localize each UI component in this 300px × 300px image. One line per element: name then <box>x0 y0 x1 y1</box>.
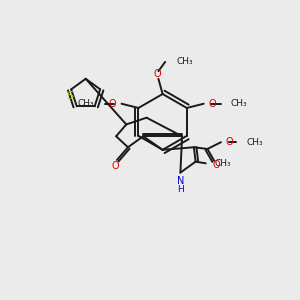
Text: CH₃: CH₃ <box>214 159 231 168</box>
Text: O: O <box>209 99 216 109</box>
Text: N: N <box>177 176 184 186</box>
Text: CH₃: CH₃ <box>246 138 263 147</box>
Text: S: S <box>66 91 73 101</box>
Text: O: O <box>225 137 233 147</box>
Text: CH₃: CH₃ <box>176 57 193 66</box>
Text: H: H <box>177 185 184 194</box>
Text: O: O <box>212 160 220 170</box>
Text: O: O <box>154 69 161 79</box>
Text: CH₃: CH₃ <box>78 99 94 108</box>
Text: O: O <box>112 161 119 171</box>
Text: O: O <box>109 99 116 109</box>
Text: CH₃: CH₃ <box>231 99 248 108</box>
